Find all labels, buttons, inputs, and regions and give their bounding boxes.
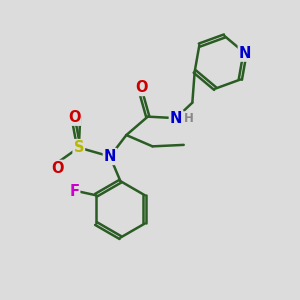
Text: N: N — [104, 149, 116, 164]
Text: N: N — [170, 111, 182, 126]
Text: H: H — [184, 112, 194, 125]
Text: S: S — [74, 140, 84, 155]
Text: O: O — [135, 80, 148, 95]
Text: O: O — [51, 161, 63, 176]
Text: O: O — [68, 110, 81, 125]
Text: N: N — [239, 46, 251, 61]
Text: F: F — [69, 184, 79, 199]
